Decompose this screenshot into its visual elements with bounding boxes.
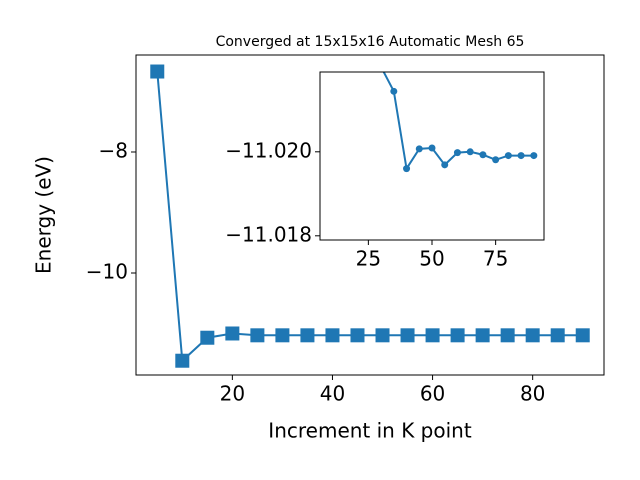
marker	[475, 328, 490, 343]
x-tick-label: 60	[420, 382, 445, 406]
marker	[415, 145, 423, 153]
marker	[504, 152, 512, 160]
marker	[390, 87, 398, 95]
marker	[550, 328, 565, 343]
y-tick-label: −11.020	[225, 138, 312, 162]
x-tick-label: 25	[356, 247, 381, 271]
x-tick-label: 40	[320, 382, 345, 406]
x-tick-label: 50	[419, 247, 444, 271]
marker	[250, 328, 265, 343]
marker	[200, 330, 215, 345]
x-tick-label: 20	[220, 382, 245, 406]
marker	[375, 328, 390, 343]
marker	[150, 64, 165, 79]
marker	[500, 328, 515, 343]
x-tick-label: 75	[483, 247, 508, 271]
marker	[441, 161, 449, 169]
marker	[575, 328, 590, 343]
marker	[275, 328, 290, 343]
x-tick-label: 80	[520, 382, 545, 406]
axes-frame	[319, 71, 545, 241]
plot-area	[382, 72, 538, 173]
marker	[450, 328, 465, 343]
marker	[428, 144, 436, 152]
marker	[479, 151, 487, 159]
marker	[325, 328, 340, 343]
marker	[453, 149, 461, 157]
plot-area	[150, 64, 590, 368]
marker	[403, 165, 411, 173]
marker	[525, 328, 540, 343]
marker	[350, 328, 365, 343]
marker	[300, 328, 315, 343]
marker	[492, 156, 500, 164]
marker	[530, 152, 538, 160]
marker	[466, 148, 474, 156]
y-tick-label: −8	[99, 138, 128, 162]
x-axis-label: Increment in K point	[268, 419, 472, 443]
y-axis-label: Energy (eV)	[32, 156, 56, 274]
marker	[517, 152, 525, 160]
y-tick-label: −11.018	[225, 222, 312, 246]
chart-title: Converged at 15x15x16 Automatic Mesh 65	[216, 34, 525, 50]
marker	[225, 326, 240, 341]
marker	[175, 353, 190, 368]
marker	[425, 328, 440, 343]
y-tick-label: −10	[86, 259, 128, 283]
marker	[400, 328, 415, 343]
axes-frame	[135, 54, 605, 376]
